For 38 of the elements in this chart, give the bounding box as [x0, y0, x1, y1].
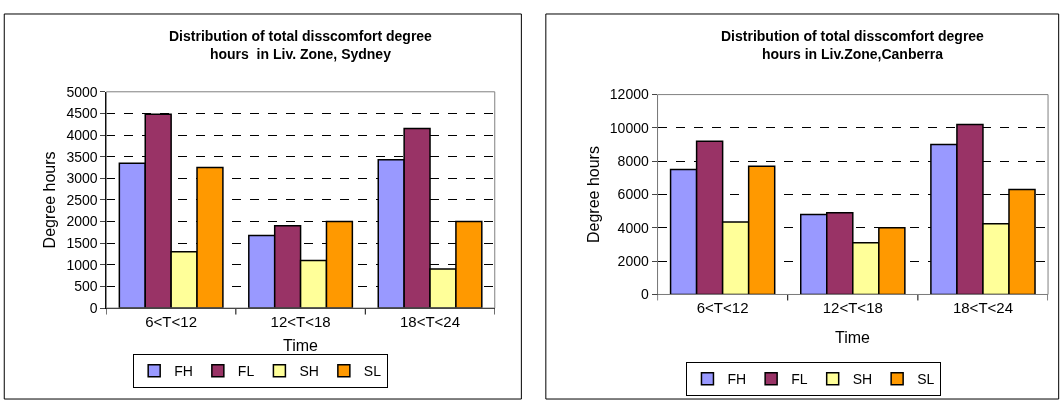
- legend-label: FL: [237, 363, 255, 380]
- legend-label: SH: [299, 363, 319, 380]
- x-axis-title: Time: [283, 337, 319, 354]
- legend-label: SH: [852, 371, 873, 388]
- legend-label: FH: [727, 371, 747, 388]
- chart-title: Distribution of total disscomfort degree hours in Liv.Zone,Canberra: [721, 28, 985, 63]
- legend-label: SL: [917, 371, 935, 388]
- y-tick-label: 1000: [66, 256, 98, 273]
- x-tick-label: 6<T<12: [696, 299, 749, 317]
- y-tick-label: 2000: [66, 213, 98, 230]
- y-tick-label: 0: [89, 299, 98, 316]
- x-tick-label: 6<T<12: [145, 313, 197, 331]
- y-tick-label: 2500: [66, 191, 98, 208]
- y-tick-label: 500: [74, 278, 98, 295]
- legend-label: FL: [791, 371, 808, 388]
- x-tick-label: 18<T<24: [400, 313, 461, 331]
- y-tick-label: 3500: [66, 148, 98, 165]
- y-tick-label: 6000: [617, 186, 649, 203]
- y-tick-label: 4500: [66, 105, 98, 122]
- x-tick-label: 12<T<18: [270, 313, 331, 331]
- y-tick-label: 8000: [617, 153, 649, 170]
- x-tick-label: 18<T<24: [952, 299, 1013, 317]
- legend-label: SL: [363, 363, 382, 380]
- y-tick-label: 5000: [66, 83, 98, 100]
- y-tick-label: 1500: [66, 235, 98, 252]
- y-axis-title: Degree hours: [584, 146, 602, 244]
- y-tick-label: 10000: [609, 119, 649, 136]
- y-axis-title: Degree hours: [41, 151, 59, 249]
- legend-label: FH: [174, 363, 193, 380]
- y-tick-label: 3000: [66, 170, 98, 187]
- chart-title: Distribution of total disscomfort degree hours in Liv. Zone, Sydney: [169, 28, 433, 63]
- y-tick-label: 0: [640, 286, 649, 303]
- y-tick-label: 4000: [66, 126, 98, 143]
- y-tick-label: 2000: [617, 253, 649, 270]
- y-tick-label: 12000: [609, 86, 649, 103]
- x-tick-label: 12<T<18: [822, 299, 883, 317]
- y-tick-label: 4000: [617, 219, 649, 236]
- x-axis-title: Time: [835, 329, 871, 346]
